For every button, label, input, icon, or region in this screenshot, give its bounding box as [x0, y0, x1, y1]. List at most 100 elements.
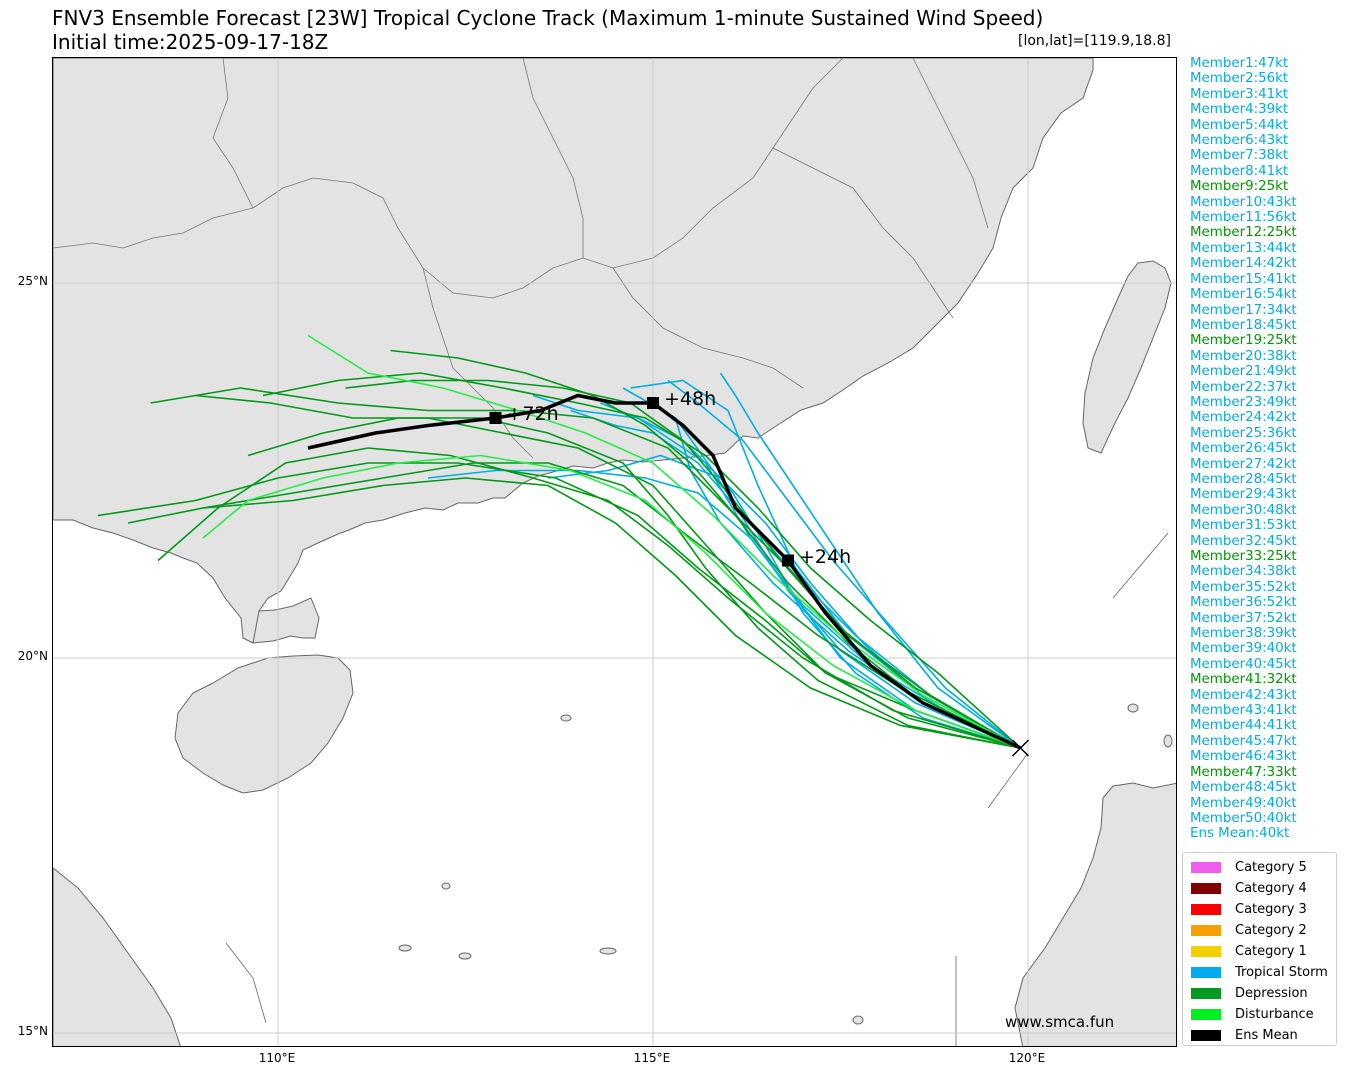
member-entry: Member39:40kt — [1190, 641, 1297, 657]
member-entry: Member15:41kt — [1190, 271, 1297, 287]
member-entry: Member49:40kt — [1190, 795, 1297, 811]
member-entry: Member10:43kt — [1190, 194, 1297, 210]
land-island — [1127, 703, 1139, 713]
province-border — [422, 267, 534, 459]
member-track — [390, 349, 1021, 749]
land-indochina — [53, 867, 181, 1046]
legend-item: Tropical Storm — [1191, 962, 1336, 983]
land-leizhou — [252, 597, 320, 644]
member-entry: Member37:52kt — [1190, 610, 1297, 626]
member-entry: Member11:56kt — [1190, 210, 1297, 226]
member-entry: Member36:52kt — [1190, 595, 1297, 611]
legend: Category 5 Category 4 Category 3 Category 2… — [1182, 852, 1337, 1046]
province-border — [612, 267, 804, 389]
member-entry: Member31:53kt — [1190, 518, 1297, 534]
land-island — [458, 952, 472, 960]
member-entry: Member19:25kt — [1190, 333, 1297, 349]
member-entry: Member32:45kt — [1190, 533, 1297, 549]
land-china — [53, 58, 1094, 644]
legend-swatch — [1191, 946, 1221, 957]
land-hainan — [174, 654, 354, 794]
boundary-line — [1112, 532, 1169, 599]
y-tick-label: 20°N — [17, 649, 48, 663]
member-entry: Member21:49kt — [1190, 364, 1297, 380]
member-entry: Member43:41kt — [1190, 703, 1297, 719]
boundary-line — [987, 752, 1029, 809]
member-entry: Member42:43kt — [1190, 687, 1297, 703]
map-canvas — [53, 58, 1176, 1046]
member-track — [247, 417, 1021, 749]
legend-label: Category 5 — [1235, 860, 1307, 875]
lead-time-label: +72h — [506, 403, 559, 425]
province-border — [53, 58, 844, 299]
y-tick-label: 25°N — [17, 274, 48, 288]
member-track — [202, 454, 1021, 749]
member-entry: Member27:42kt — [1190, 456, 1297, 472]
watermark: www.smca.fun — [1005, 1013, 1115, 1031]
member-entry: Member44:41kt — [1190, 718, 1297, 734]
member-entry: Ens Mean:40kt — [1190, 826, 1290, 842]
legend-swatch — [1191, 925, 1221, 936]
member-entry: Member38:39kt — [1190, 626, 1297, 642]
member-entry: Member41:32kt — [1190, 672, 1297, 688]
x-tick-label: 120°E — [1008, 1051, 1046, 1065]
coordinate-readout: [lon,lat]=[119.9,18.8] — [1017, 33, 1171, 49]
member-entry: Member2:56kt — [1190, 71, 1289, 87]
land-taiwan — [1082, 260, 1172, 454]
member-entry: Member12:25kt — [1190, 225, 1297, 241]
member-entry: Member46:43kt — [1190, 749, 1297, 765]
land-island — [398, 944, 412, 952]
legend-swatch — [1191, 988, 1221, 999]
province-border — [912, 58, 989, 229]
member-track — [719, 372, 1021, 749]
boundary-line — [225, 942, 267, 1024]
member-track — [157, 447, 1021, 749]
map-panel[interactable] — [52, 57, 1177, 1047]
member-entry: Member1:47kt — [1190, 56, 1289, 71]
member-entry: Member4:39kt — [1190, 102, 1289, 118]
legend-label: Ens Mean — [1235, 1028, 1298, 1043]
legend-label: Disturbance — [1235, 1007, 1314, 1022]
land-island — [599, 947, 617, 955]
lead-time-marker — [647, 397, 659, 409]
legend-label: Category 4 — [1235, 881, 1307, 896]
legend-item: Depression — [1191, 983, 1336, 1004]
member-entry: Member29:43kt — [1190, 487, 1297, 503]
land-layer — [53, 58, 1176, 1046]
legend-swatch — [1191, 1009, 1221, 1020]
member-track — [427, 469, 1021, 749]
member-entry: Member30:48kt — [1190, 502, 1297, 518]
member-entry: Member45:47kt — [1190, 733, 1297, 749]
member-entry: Member28:45kt — [1190, 471, 1297, 487]
ensemble-mean-track — [307, 393, 1030, 757]
member-entry: Member34:38kt — [1190, 564, 1297, 580]
legend-swatch — [1191, 967, 1221, 978]
x-tick-label: 115°E — [633, 1051, 671, 1065]
lead-time-label: +48h — [664, 388, 717, 410]
member-entry: Member7:38kt — [1190, 148, 1289, 164]
ens-mean-line — [307, 393, 1022, 750]
legend-item: Disturbance — [1191, 1004, 1336, 1025]
initial-position-marker — [1011, 739, 1030, 757]
member-entry: Member17:34kt — [1190, 302, 1297, 318]
member-entry: Member40:45kt — [1190, 656, 1297, 672]
member-entry: Member47:33kt — [1190, 764, 1297, 780]
member-entry: Member3:41kt — [1190, 86, 1289, 102]
land-island — [441, 882, 451, 890]
member-entry: Member14:42kt — [1190, 256, 1297, 272]
province-border — [212, 58, 254, 209]
member-entry: Member35:52kt — [1190, 579, 1297, 595]
member-entry: Member5:44kt — [1190, 117, 1289, 133]
lead-time-marker — [489, 412, 502, 424]
legend-item: Ens Mean — [1191, 1025, 1336, 1046]
lead-time-label: +24h — [799, 545, 852, 568]
lead-time-marker — [782, 554, 794, 567]
gridlines — [53, 58, 1176, 1046]
member-track — [127, 462, 1021, 749]
land-island — [1163, 734, 1173, 748]
province-border — [772, 147, 954, 319]
legend-swatch — [1191, 904, 1221, 915]
y-tick-label: 15°N — [17, 1024, 48, 1038]
member-entry: Member20:38kt — [1190, 348, 1297, 364]
member-entry: Member6:43kt — [1190, 133, 1289, 149]
